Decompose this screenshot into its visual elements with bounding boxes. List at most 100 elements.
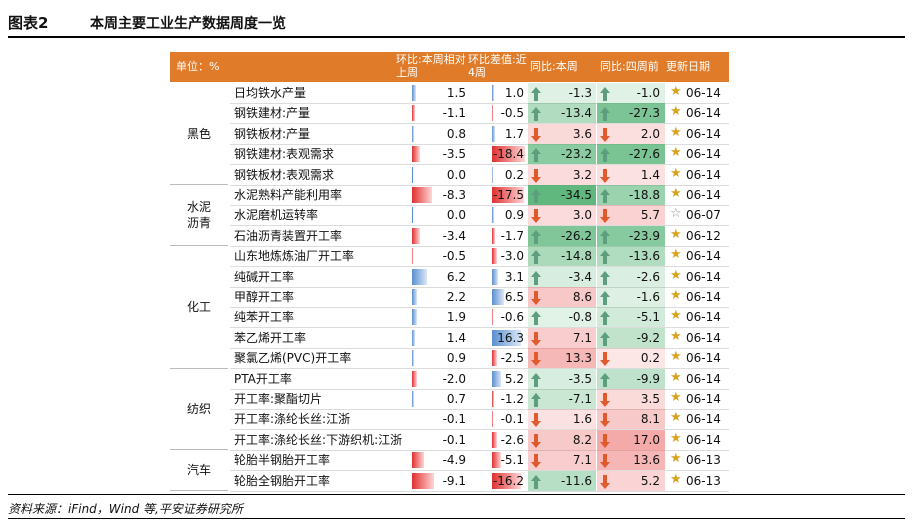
yoy-heat-cell	[528, 307, 596, 328]
up-arrow-icon	[531, 310, 541, 326]
yoy-heat-cell	[528, 389, 596, 409]
yoy4-heat-cell	[597, 470, 665, 491]
yoy-heat-cell	[528, 83, 596, 103]
wow-value: -3.5	[442, 147, 466, 162]
wow-bar	[412, 146, 421, 163]
star-filled-icon: ★	[670, 165, 682, 181]
yoy4-value: -9.2	[636, 330, 660, 345]
category-label: 化工	[170, 246, 228, 369]
wow-bar	[412, 329, 416, 346]
wow4-bar	[492, 125, 496, 142]
yoy4-value: 1.4	[640, 167, 660, 182]
down-arrow-icon	[531, 453, 541, 469]
down-arrow-icon	[531, 331, 541, 346]
row-name: 开工率:聚酯切片	[234, 392, 323, 406]
wow4-value: -16.2	[492, 473, 524, 488]
star-filled-icon: ★	[670, 226, 682, 242]
yoy-heat-cell	[528, 225, 596, 246]
wow-value: 0.8	[446, 126, 466, 141]
wow4-value: 3.1	[504, 269, 524, 284]
table-row: 开工率:涤纶长丝:下游织机:江浙 -0.1 -2.6 8.2 17.0 ★ 06-14	[230, 429, 729, 451]
row-name: 山东地炼炼油厂开工率	[234, 249, 355, 264]
wow-value: 0.9	[446, 351, 466, 366]
wow-bar	[412, 391, 414, 407]
wow4-bar	[492, 166, 493, 183]
star-filled-icon: ★	[670, 124, 682, 140]
yoy-value: 7.1	[572, 453, 592, 468]
down-arrow-icon	[531, 208, 541, 224]
yoy-heat-cell	[528, 470, 596, 491]
wow4-value: -18.4	[492, 147, 524, 162]
table-row: 石油沥青装置开工率 -3.4 -1.7 -26.2 -23.9 ★ 06-12	[230, 225, 729, 247]
wow4-value: 16.3	[497, 330, 524, 345]
title-bar: 图表2 本周主要工业生产数据周度一览	[8, 10, 905, 38]
star-filled-icon: ★	[670, 308, 682, 324]
yoy-heat-cell	[528, 144, 596, 165]
yoy4-value: 0.2	[640, 351, 660, 366]
wow4-bar	[492, 391, 495, 407]
yoy4-value: -1.0	[636, 86, 660, 100]
table-row: 钢铁建材:产量 -1.1 -0.5 -13.4 -27.3 ★ 06-14	[230, 103, 729, 125]
yoy-heat-cell	[528, 327, 596, 348]
table-row: 轮胎半钢胎开工率 -4.9 -5.1 7.1 13.6 ★ 06-13	[230, 450, 729, 472]
yoy-value: 3.2	[572, 167, 592, 182]
star-filled-icon: ★	[670, 186, 682, 201]
wow-value: 1.4	[446, 330, 466, 345]
category-text: 水泥沥青	[186, 200, 211, 231]
update-date: 06-14	[686, 106, 721, 121]
yoy4-value: -9.9	[636, 371, 660, 386]
wow4-bar	[492, 411, 493, 428]
wow4-bar	[492, 207, 494, 224]
star-empty-icon: ☆	[670, 206, 682, 222]
wow-value: -2.0	[442, 371, 466, 386]
up-arrow-icon	[531, 270, 541, 285]
star-filled-icon: ★	[670, 369, 682, 385]
yoy-heat-cell	[528, 103, 596, 124]
update-date: 06-14	[686, 290, 721, 304]
down-arrow-icon	[531, 412, 541, 428]
up-arrow-icon	[600, 249, 610, 265]
wow4-value: 0.2	[504, 167, 524, 182]
row-name: 水泥磨机运转率	[234, 208, 319, 223]
category-text: 汽车	[186, 463, 211, 478]
wow-value: -9.1	[442, 473, 466, 488]
update-date: 06-14	[686, 249, 721, 264]
star-filled-icon: ★	[670, 410, 682, 426]
yoy-value: 7.1	[572, 330, 592, 345]
yoy4-heat-cell	[597, 123, 665, 144]
update-date: 06-13	[686, 453, 721, 468]
wow4-bar	[492, 105, 493, 122]
yoy-value: -7.1	[568, 392, 592, 406]
table-row: 开工率:涤纶长丝:江浙 -0.1 -0.1 1.6 8.1 ★ 06-14	[230, 409, 729, 431]
wow-value: 0.7	[446, 392, 466, 406]
yoy4-heat-cell	[597, 389, 665, 409]
col-yoy-header: 同比:本周	[530, 60, 578, 73]
table-row: 开工率:聚酯切片 0.7 -1.2 -7.1 3.5 ★ 06-14	[230, 389, 729, 410]
yoy-heat-cell	[528, 246, 596, 267]
category-text: 黑色	[186, 126, 211, 141]
wow-bar	[412, 227, 421, 244]
up-arrow-icon	[600, 229, 610, 244]
row-name: 石油沥青装置开工率	[234, 228, 343, 243]
table-row: 甲醇开工率 2.2 6.5 8.6 -1.6 ★ 06-14	[230, 287, 729, 308]
table-row: 山东地炼炼油厂开工率 -0.5 -3.0 -14.8 -13.6 ★ 06-14	[230, 246, 729, 268]
yoy4-heat-cell	[597, 164, 665, 185]
down-arrow-icon	[600, 412, 610, 428]
page-title: 本周主要工业生产数据周度一览	[90, 16, 286, 32]
yoy-heat-cell	[528, 450, 596, 471]
star-filled-icon: ★	[670, 451, 682, 467]
yoy4-heat-cell	[597, 450, 665, 471]
up-arrow-icon	[600, 270, 610, 285]
wow4-value: -1.7	[500, 228, 524, 243]
row-name: 纯苯开工率	[234, 310, 295, 325]
update-date: 06-14	[686, 351, 721, 366]
yoy4-heat-cell	[597, 185, 665, 205]
yoy4-heat-cell	[597, 307, 665, 328]
yoy-value: 3.0	[572, 208, 592, 223]
wow-axis	[412, 166, 413, 183]
yoy-heat-cell	[528, 205, 596, 226]
update-date: 06-14	[686, 310, 721, 325]
update-date: 06-14	[686, 188, 721, 202]
wow-axis	[412, 207, 413, 224]
wow-value: -8.3	[442, 188, 466, 202]
